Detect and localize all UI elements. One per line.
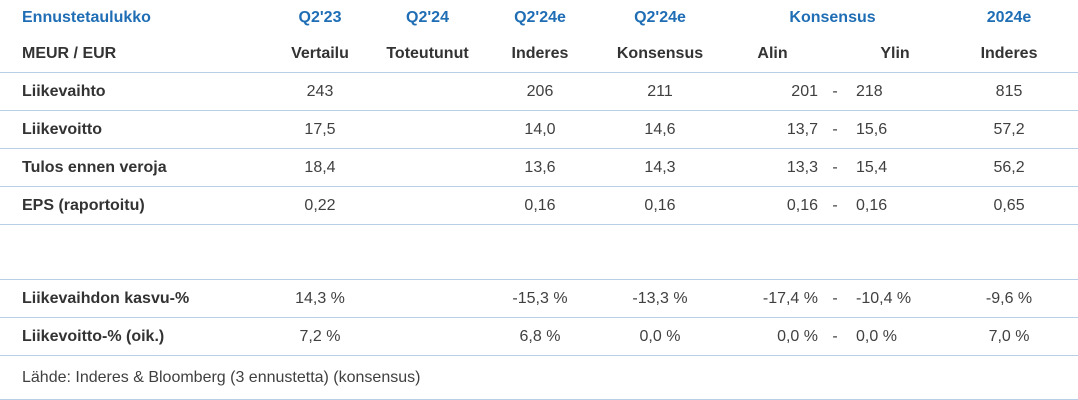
cell-2024e: -9,6 % <box>940 279 1078 318</box>
cell-alin: 0,16 <box>725 186 820 225</box>
cell-vertailu: 243 <box>270 72 370 111</box>
cell-vertailu <box>270 224 370 280</box>
row-label: Liikevoitto <box>0 110 270 149</box>
cell-inderes: 0,16 <box>485 186 595 225</box>
range-dash: - <box>820 148 850 187</box>
header-q224e-konsensus: Q2'24e <box>634 8 686 26</box>
range-dash: - <box>820 186 850 225</box>
header-alin: Alin <box>725 35 820 73</box>
cell-alin: 13,3 <box>725 148 820 187</box>
table-row-eps: EPS (raportoitu) 0,22 0,16 0,16 0,16 - 0… <box>0 186 1078 225</box>
cell-inderes: 6,8 % <box>485 317 595 356</box>
cell-konsensus: 0,16 <box>595 186 725 225</box>
cell-inderes: -15,3 % <box>485 279 595 318</box>
header-konsensus: Konsensus <box>595 35 725 73</box>
range-dash: - <box>820 72 850 111</box>
header-q223: Q2'23 <box>298 8 342 26</box>
cell-ylin: -10,4 % <box>850 279 941 318</box>
cell-vertailu: 0,22 <box>270 186 370 225</box>
cell-inderes: 13,6 <box>485 148 595 187</box>
header-row-periods: Ennustetaulukko Q2'23 Q2'24 Q2'24e Q2'24… <box>0 0 1078 35</box>
table-title: Ennustetaulukko <box>22 8 151 26</box>
cell-vertailu: 18,4 <box>270 148 370 187</box>
cell-toteutunut <box>370 148 485 187</box>
cell-vertailu: 7,2 % <box>270 317 370 356</box>
row-label: Tulos ennen veroja <box>0 148 270 187</box>
table-row-spacer <box>0 224 1078 280</box>
source-note: Lähde: Inderes & Bloomberg (3 ennustetta… <box>0 355 1078 400</box>
cell-alin: 0,0 % <box>725 317 820 356</box>
cell-ylin: 0,16 <box>850 186 941 225</box>
cell-2024e: 7,0 % <box>940 317 1078 356</box>
header-vertailu: Vertailu <box>270 35 370 73</box>
row-label <box>0 224 270 280</box>
table-row-liikevaihto: Liikevaihto 243 206 211 201 - 218 815 <box>0 72 1078 111</box>
header-konsensus-span: Konsensus <box>789 8 876 26</box>
cell-toteutunut <box>370 72 485 111</box>
cell-konsensus: 14,6 <box>595 110 725 149</box>
table-row-liikevoitto-pct: Liikevoitto-% (oik.) 7,2 % 6,8 % 0,0 % 0… <box>0 317 1078 356</box>
range-dash <box>820 224 850 280</box>
header-q224: Q2'24 <box>406 8 449 26</box>
header-inderes-2024: Inderes <box>940 35 1078 73</box>
cell-2024e: 56,2 <box>940 148 1078 187</box>
table-row-tulos-ennen-veroja: Tulos ennen veroja 18,4 13,6 14,3 13,3 -… <box>0 148 1078 187</box>
cell-alin <box>725 224 820 280</box>
cell-2024e <box>940 224 1078 280</box>
cell-inderes: 206 <box>485 72 595 111</box>
header-q224e-inderes: Q2'24e <box>514 8 566 26</box>
header-2024e: 2024e <box>986 8 1032 26</box>
cell-toteutunut <box>370 224 485 280</box>
header-ylin: Ylin <box>850 35 941 73</box>
row-label: Liikevaihto <box>0 72 270 111</box>
cell-alin: 13,7 <box>725 110 820 149</box>
cell-vertailu: 14,3 % <box>270 279 370 318</box>
row-label: EPS (raportoitu) <box>0 186 270 225</box>
cell-2024e: 57,2 <box>940 110 1078 149</box>
cell-ylin: 15,4 <box>850 148 941 187</box>
cell-vertailu: 17,5 <box>270 110 370 149</box>
header-row-units: MEUR / EUR Vertailu Toteutunut Inderes K… <box>0 35 1078 73</box>
cell-inderes: 14,0 <box>485 110 595 149</box>
range-dash: - <box>820 317 850 356</box>
header-toteutunut: Toteutunut <box>370 35 485 73</box>
cell-konsensus: 14,3 <box>595 148 725 187</box>
cell-ylin <box>850 224 941 280</box>
cell-2024e: 0,65 <box>940 186 1078 225</box>
cell-ylin: 0,0 % <box>850 317 941 356</box>
header-range-gap <box>820 35 850 73</box>
range-dash: - <box>820 110 850 149</box>
header-inderes: Inderes <box>485 35 595 73</box>
cell-konsensus: -13,3 % <box>595 279 725 318</box>
range-dash: - <box>820 279 850 318</box>
cell-ylin: 15,6 <box>850 110 941 149</box>
cell-toteutunut <box>370 186 485 225</box>
cell-alin: 201 <box>725 72 820 111</box>
cell-toteutunut <box>370 317 485 356</box>
cell-konsensus: 211 <box>595 72 725 111</box>
header-meur-eur: MEUR / EUR <box>0 35 270 73</box>
cell-ylin: 218 <box>850 72 941 111</box>
row-label: Liikevaihdon kasvu-% <box>0 279 270 318</box>
cell-alin: -17,4 % <box>725 279 820 318</box>
cell-inderes <box>485 224 595 280</box>
row-label: Liikevoitto-% (oik.) <box>0 317 270 356</box>
cell-konsensus: 0,0 % <box>595 317 725 356</box>
table-row-liikevoitto: Liikevoitto 17,5 14,0 14,6 13,7 - 15,6 5… <box>0 110 1078 149</box>
table-row-liikevaihdon-kasvu: Liikevaihdon kasvu-% 14,3 % -15,3 % -13,… <box>0 279 1078 318</box>
cell-konsensus <box>595 224 725 280</box>
source-row: Lähde: Inderes & Bloomberg (3 ennustetta… <box>0 355 1078 400</box>
cell-toteutunut <box>370 110 485 149</box>
cell-toteutunut <box>370 279 485 318</box>
cell-2024e: 815 <box>940 72 1078 111</box>
